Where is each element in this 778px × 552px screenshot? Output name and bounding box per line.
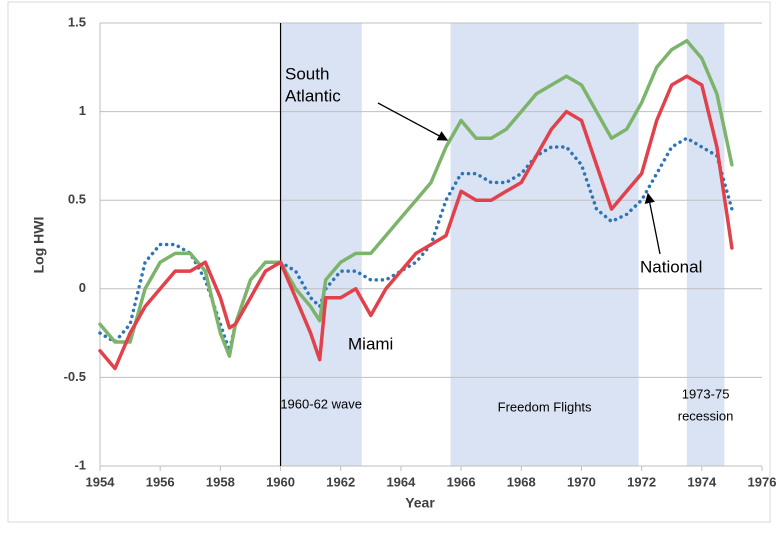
x-tick-label: 1954 <box>86 474 116 489</box>
annotation: National <box>640 257 702 276</box>
y-tick-label: 0 <box>79 280 86 295</box>
region-label: 1960-62 wave <box>280 396 362 411</box>
shaded-region <box>450 23 639 466</box>
x-tick-label: 1976 <box>748 474 777 489</box>
annotation: South <box>285 64 329 83</box>
annotation-arrow <box>377 102 449 141</box>
series-line <box>98 38 734 358</box>
x-tick-label: 1956 <box>146 474 175 489</box>
y-axis-label: Log HWI <box>31 217 47 274</box>
annotation: Atlantic <box>285 86 341 105</box>
y-tick-label: 1.5 <box>68 14 86 29</box>
x-axis-label: Year <box>405 495 435 511</box>
y-tick-label: 1 <box>79 103 86 118</box>
annotation: Miami <box>348 334 393 353</box>
x-tick-label: 1974 <box>687 474 717 489</box>
y-tick-label: -0.5 <box>64 369 86 384</box>
x-tick-label: 1964 <box>386 474 416 489</box>
x-tick-label: 1966 <box>447 474 476 489</box>
y-tick-label: -1 <box>74 457 86 472</box>
x-tick-label: 1972 <box>627 474 656 489</box>
shaded-region <box>280 23 362 466</box>
x-tick-label: 1968 <box>507 474 536 489</box>
region-label: recession <box>678 408 734 423</box>
y-tick-label: 0.5 <box>68 192 86 207</box>
x-tick-label: 1960 <box>266 474 295 489</box>
x-tick-label: 1962 <box>326 474 355 489</box>
chart-frame <box>7 1 771 523</box>
region-label: 1973-75 <box>682 386 730 401</box>
annotation-arrow <box>644 192 661 255</box>
x-tick-label: 1958 <box>206 474 235 489</box>
x-tick-label: 1970 <box>567 474 596 489</box>
region-label: Freedom Flights <box>498 399 592 414</box>
series-line <box>98 74 734 371</box>
